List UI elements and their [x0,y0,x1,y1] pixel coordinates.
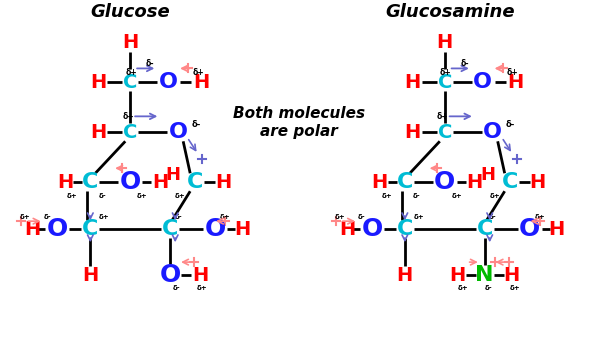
Text: δ+: δ+ [437,112,448,121]
Text: δ-: δ- [175,214,182,220]
Text: H: H [152,173,169,192]
Text: O: O [160,263,181,287]
Text: Glucose: Glucose [90,2,170,21]
Text: C: C [123,73,138,92]
Text: C: C [82,172,99,192]
Text: Both molecules
are polar: Both molecules are polar [233,106,365,139]
Text: O: O [47,217,68,241]
Text: O: O [483,122,502,142]
Text: H: H [548,220,565,239]
Text: δ+: δ+ [509,285,520,291]
Text: C: C [502,172,518,192]
Text: C: C [438,123,452,142]
Text: O: O [361,217,383,241]
Text: δ-: δ- [191,120,201,129]
Text: H: H [193,73,209,92]
Text: H: H [57,173,74,192]
Text: δ+: δ+ [507,68,518,77]
Text: δ-: δ- [358,214,366,220]
Text: δ+: δ+ [175,193,185,199]
Text: H: H [504,266,520,285]
Text: δ+: δ+ [137,193,148,199]
Text: C: C [82,219,99,239]
Text: H: H [215,173,231,192]
Text: δ-: δ- [172,285,180,291]
Text: H: H [25,220,41,239]
Text: δ-: δ- [413,193,420,199]
Text: δ+: δ+ [123,112,134,121]
Text: δ+: δ+ [440,68,451,77]
Text: C: C [396,172,413,192]
Text: H: H [372,173,388,192]
Text: H: H [90,123,106,142]
Text: δ+: δ+ [99,214,109,220]
Text: O: O [473,72,492,92]
Text: δ+: δ+ [67,193,78,199]
Text: O: O [519,217,540,241]
Text: H: H [480,166,495,184]
Text: O: O [205,217,226,241]
Text: H: H [90,73,106,92]
Text: H: H [508,73,524,92]
Text: δ+: δ+ [382,193,392,199]
Text: δ+: δ+ [489,193,500,199]
Text: O: O [158,72,178,92]
Text: δ+: δ+ [193,68,204,77]
Text: δ-: δ- [485,285,493,291]
Text: C: C [396,219,413,239]
Text: H: H [396,266,413,285]
Text: δ+: δ+ [20,214,30,220]
Text: O: O [434,170,456,194]
Text: δ+: δ+ [335,214,345,220]
Text: δ-: δ- [44,214,51,220]
Text: δ+: δ+ [534,214,545,220]
Text: H: H [82,266,99,285]
Text: H: H [450,266,466,285]
Text: H: H [405,73,421,92]
Text: H: H [437,33,453,52]
Text: δ+: δ+ [197,285,208,291]
Text: O: O [169,122,188,142]
Text: H: H [339,220,355,239]
Text: δ-: δ- [99,193,106,199]
Text: C: C [477,219,493,239]
Text: H: H [122,33,138,52]
Text: δ+: δ+ [126,68,137,77]
Text: δ+: δ+ [413,214,424,220]
Text: δ+: δ+ [457,285,468,291]
Text: H: H [405,123,421,142]
Text: δ-: δ- [506,120,515,129]
Text: δ+: δ+ [220,214,230,220]
Text: δ-: δ- [460,59,469,68]
Text: C: C [187,172,203,192]
Text: H: H [192,266,208,285]
Text: C: C [123,123,138,142]
Text: C: C [162,219,178,239]
Text: H: H [234,220,250,239]
Text: N: N [475,265,494,285]
Text: C: C [438,73,452,92]
Text: δ+: δ+ [451,193,462,199]
Text: Glucosamine: Glucosamine [385,2,514,21]
Text: δ-: δ- [489,214,496,220]
Text: H: H [529,173,546,192]
Text: O: O [120,170,141,194]
Text: H: H [466,173,483,192]
Text: H: H [166,166,181,184]
Text: δ-: δ- [146,59,154,68]
